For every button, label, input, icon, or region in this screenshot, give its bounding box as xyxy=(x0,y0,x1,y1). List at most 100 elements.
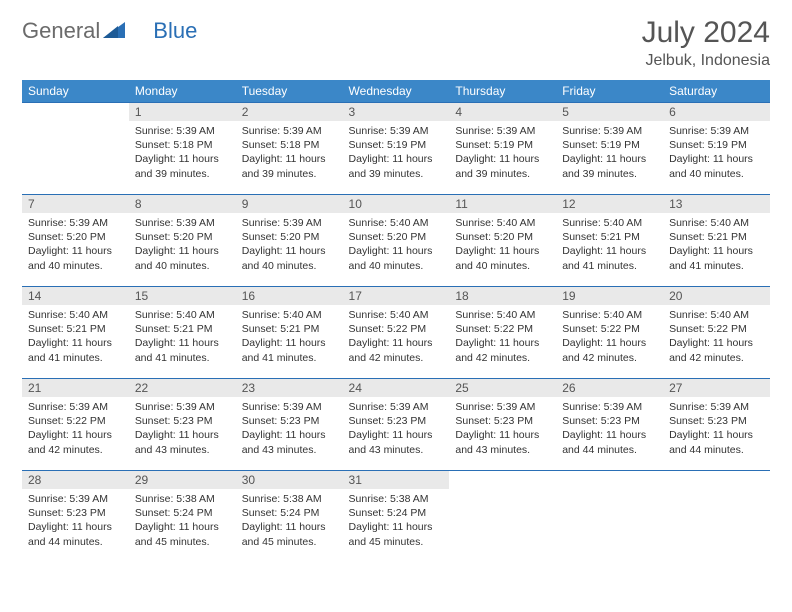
sunset-text: Sunset: 5:20 PM xyxy=(349,230,444,244)
sunset-text: Sunset: 5:20 PM xyxy=(242,230,337,244)
calendar-day-cell: 13Sunrise: 5:40 AMSunset: 5:21 PMDayligh… xyxy=(663,195,770,287)
day-content: Sunrise: 5:39 AMSunset: 5:20 PMDaylight:… xyxy=(22,213,129,275)
day-content: Sunrise: 5:39 AMSunset: 5:19 PMDaylight:… xyxy=(343,121,450,183)
sunset-text: Sunset: 5:22 PM xyxy=(28,414,123,428)
calendar-day-cell: 15Sunrise: 5:40 AMSunset: 5:21 PMDayligh… xyxy=(129,287,236,379)
calendar-day-cell: 25Sunrise: 5:39 AMSunset: 5:23 PMDayligh… xyxy=(449,379,556,471)
calendar-day-cell: 31Sunrise: 5:38 AMSunset: 5:24 PMDayligh… xyxy=(343,471,450,563)
day-number: 19 xyxy=(556,287,663,305)
daylight-text: Daylight: 11 hours and 42 minutes. xyxy=(455,336,550,364)
title-block: July 2024 Jelbuk, Indonesia xyxy=(642,18,770,70)
sunset-text: Sunset: 5:22 PM xyxy=(562,322,657,336)
day-content: Sunrise: 5:40 AMSunset: 5:20 PMDaylight:… xyxy=(343,213,450,275)
calendar-day-cell: 27 Sunrise: 5:39 AMSunset: 5:23 PMDayligh… xyxy=(663,379,770,471)
day-content: Sunrise: 5:40 AMSunset: 5:21 PMDaylight:… xyxy=(129,305,236,367)
day-number: 7 xyxy=(22,195,129,213)
day-content: Sunrise: 5:38 AMSunset: 5:24 PMDaylight:… xyxy=(129,489,236,551)
calendar-week-row: 14Sunrise: 5:40 AMSunset: 5:21 PMDayligh… xyxy=(22,287,770,379)
logo: General Blue xyxy=(22,18,197,44)
sunset-text: Sunset: 5:19 PM xyxy=(562,138,657,152)
day-number: 28 xyxy=(22,471,129,489)
day-header: Thursday xyxy=(449,80,556,103)
sunset-text: Sunset: 5:19 PM xyxy=(669,138,764,152)
day-content: Sunrise: 5:38 AMSunset: 5:24 PMDaylight:… xyxy=(236,489,343,551)
calendar-day-cell xyxy=(556,471,663,563)
day-number: 30 xyxy=(236,471,343,489)
daylight-text: Daylight: 11 hours and 40 minutes. xyxy=(349,244,444,272)
calendar-day-cell: 23Sunrise: 5:39 AMSunset: 5:23 PMDayligh… xyxy=(236,379,343,471)
day-number: 4 xyxy=(449,103,556,121)
calendar-day-cell: 7Sunrise: 5:39 AMSunset: 5:20 PMDaylight… xyxy=(22,195,129,287)
daylight-text: Daylight: 11 hours and 40 minutes. xyxy=(242,244,337,272)
calendar-week-row: 1Sunrise: 5:39 AMSunset: 5:18 PMDaylight… xyxy=(22,103,770,195)
daylight-text: Daylight: 11 hours and 42 minutes. xyxy=(28,428,123,456)
sunset-text: Sunset: 5:21 PM xyxy=(28,322,123,336)
day-number: 1 xyxy=(129,103,236,121)
daylight-text: Daylight: 11 hours and 39 minutes. xyxy=(242,152,337,180)
day-content: Sunrise: 5:39 AMSunset: 5:18 PMDaylight:… xyxy=(129,121,236,183)
sunset-text: Sunset: 5:23 PM xyxy=(669,414,764,428)
calendar-day-cell: 26Sunrise: 5:39 AMSunset: 5:23 PMDayligh… xyxy=(556,379,663,471)
sunrise-text: Sunrise: 5:40 AM xyxy=(669,308,764,322)
calendar-day-cell: 6Sunrise: 5:39 AMSunset: 5:19 PMDaylight… xyxy=(663,103,770,195)
day-number: 10 xyxy=(343,195,450,213)
sunrise-text: Sunrise: 5:39 AM xyxy=(242,216,337,230)
calendar-day-cell: 22Sunrise: 5:39 AMSunset: 5:23 PMDayligh… xyxy=(129,379,236,471)
sunrise-text: Sunrise: 5:39 AM xyxy=(242,400,337,414)
sunset-text: Sunset: 5:23 PM xyxy=(135,414,230,428)
daylight-text: Daylight: 11 hours and 39 minutes. xyxy=(349,152,444,180)
sunrise-text: Sunrise: 5:40 AM xyxy=(669,216,764,230)
day-content: Sunrise: 5:39 AMSunset: 5:23 PMDaylight:… xyxy=(129,397,236,459)
sunrise-text: Sunrise: 5:40 AM xyxy=(349,216,444,230)
calendar-week-row: 28Sunrise: 5:39 AMSunset: 5:23 PMDayligh… xyxy=(22,471,770,563)
daylight-text: Daylight: 11 hours and 44 minutes. xyxy=(28,520,123,548)
calendar-day-cell: 12Sunrise: 5:40 AMSunset: 5:21 PMDayligh… xyxy=(556,195,663,287)
daylight-text: Daylight: 11 hours and 44 minutes. xyxy=(669,428,764,456)
daylight-text: Daylight: 11 hours and 43 minutes. xyxy=(242,428,337,456)
day-number: 23 xyxy=(236,379,343,397)
daylight-text: Daylight: 11 hours and 41 minutes. xyxy=(669,244,764,272)
day-number: 29 xyxy=(129,471,236,489)
daylight-text: Daylight: 11 hours and 43 minutes. xyxy=(135,428,230,456)
sunrise-text: Sunrise: 5:40 AM xyxy=(242,308,337,322)
day-number-empty xyxy=(449,471,556,489)
calendar-week-row: 7Sunrise: 5:39 AMSunset: 5:20 PMDaylight… xyxy=(22,195,770,287)
calendar-day-cell: 24Sunrise: 5:39 AMSunset: 5:23 PMDayligh… xyxy=(343,379,450,471)
sunset-text: Sunset: 5:21 PM xyxy=(562,230,657,244)
day-number: 2 xyxy=(236,103,343,121)
calendar-day-cell: 17Sunrise: 5:40 AMSunset: 5:22 PMDayligh… xyxy=(343,287,450,379)
sunrise-text: Sunrise: 5:39 AM xyxy=(669,400,764,414)
sunrise-text: Sunrise: 5:38 AM xyxy=(349,492,444,506)
day-header-row: SundayMondayTuesdayWednesdayThursdayFrid… xyxy=(22,80,770,103)
day-content: Sunrise: 5:40 AMSunset: 5:21 PMDaylight:… xyxy=(556,213,663,275)
logo-text-general: General xyxy=(22,18,100,44)
sunset-text: Sunset: 5:21 PM xyxy=(242,322,337,336)
sunset-text: Sunset: 5:22 PM xyxy=(349,322,444,336)
sunset-text: Sunset: 5:23 PM xyxy=(28,506,123,520)
sunrise-text: Sunrise: 5:39 AM xyxy=(28,492,123,506)
daylight-text: Daylight: 11 hours and 40 minutes. xyxy=(135,244,230,272)
sunrise-text: Sunrise: 5:39 AM xyxy=(455,124,550,138)
day-content: Sunrise: 5:39 AMSunset: 5:23 PMDaylight:… xyxy=(449,397,556,459)
sunset-text: Sunset: 5:18 PM xyxy=(135,138,230,152)
day-content: Sunrise: 5:39 AMSunset: 5:23 PMDaylight:… xyxy=(556,397,663,459)
calendar-day-cell xyxy=(22,103,129,195)
daylight-text: Daylight: 11 hours and 45 minutes. xyxy=(242,520,337,548)
day-content: Sunrise: 5:39 AMSunset: 5:23 PMDaylight:… xyxy=(236,397,343,459)
calendar-day-cell: 16Sunrise: 5:40 AMSunset: 5:21 PMDayligh… xyxy=(236,287,343,379)
sunrise-text: Sunrise: 5:40 AM xyxy=(349,308,444,322)
daylight-text: Daylight: 11 hours and 39 minutes. xyxy=(135,152,230,180)
day-number-empty xyxy=(22,103,129,121)
location-label: Jelbuk, Indonesia xyxy=(642,52,770,70)
day-content: Sunrise: 5:40 AMSunset: 5:22 PMDaylight:… xyxy=(343,305,450,367)
day-number: 6 xyxy=(663,103,770,121)
day-content: Sunrise: 5:39 AMSunset: 5:23 PMDaylight:… xyxy=(22,489,129,551)
calendar-day-cell xyxy=(663,471,770,563)
day-number: 27 xyxy=(663,379,770,397)
day-number: 3 xyxy=(343,103,450,121)
calendar-day-cell: 28Sunrise: 5:39 AMSunset: 5:23 PMDayligh… xyxy=(22,471,129,563)
sunrise-text: Sunrise: 5:40 AM xyxy=(28,308,123,322)
daylight-text: Daylight: 11 hours and 44 minutes. xyxy=(562,428,657,456)
day-number: 17 xyxy=(343,287,450,305)
daylight-text: Daylight: 11 hours and 40 minutes. xyxy=(669,152,764,180)
